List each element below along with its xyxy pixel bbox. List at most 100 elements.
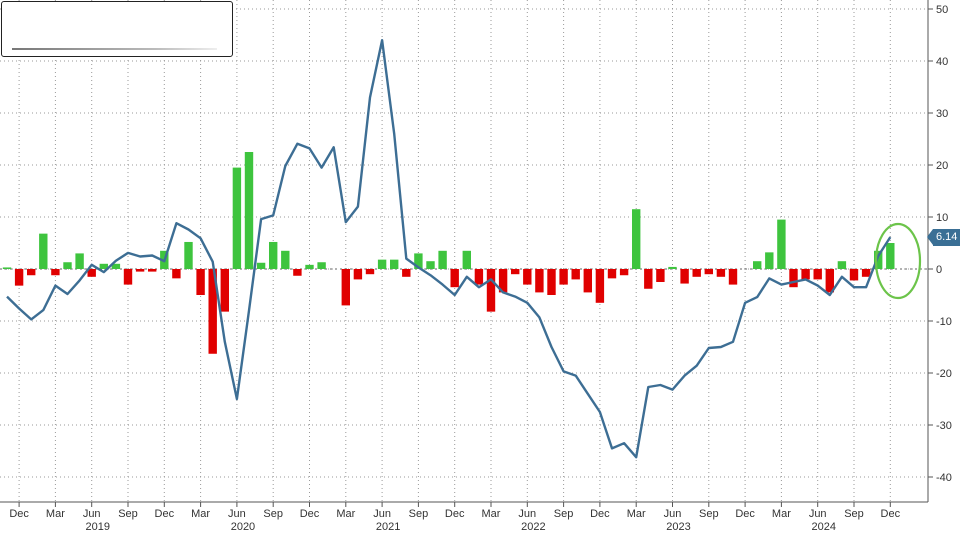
x-tick-label: Jun	[228, 508, 246, 520]
bar	[377, 259, 387, 269]
bar	[269, 241, 278, 269]
x-tick-label: Dec	[735, 508, 755, 520]
y-tick-label: 50	[936, 4, 948, 16]
bar-layer	[2, 152, 895, 354]
bar	[753, 261, 762, 269]
bar	[172, 269, 181, 279]
y-tick-label: -30	[936, 420, 952, 432]
bar	[2, 267, 12, 269]
bar	[256, 262, 266, 269]
bar	[571, 269, 580, 280]
bar	[305, 264, 314, 269]
x-tick-label: Jun	[83, 508, 101, 520]
bar	[87, 269, 96, 277]
x-tick-label: Sep	[263, 508, 283, 520]
x-tick-label: Sep	[554, 508, 574, 520]
bar	[232, 167, 242, 269]
bar	[63, 262, 72, 269]
bar	[716, 269, 726, 277]
x-tick-label: Dec	[9, 508, 29, 520]
y-tick-label: -40	[936, 472, 952, 484]
bar	[607, 269, 617, 279]
bar	[511, 269, 520, 275]
bar	[886, 243, 895, 269]
y-tick-label: 0	[936, 264, 942, 276]
y-tick-label: 40	[936, 56, 948, 68]
x-tick-label: Mar	[482, 508, 501, 520]
bar	[789, 269, 798, 288]
bar	[402, 269, 411, 277]
bar	[535, 269, 544, 293]
bar	[632, 209, 641, 269]
x-tick-label: Jun	[518, 508, 536, 520]
bar	[196, 269, 205, 295]
bar	[353, 269, 363, 280]
bar	[27, 269, 36, 276]
x-year-label: 2019	[86, 521, 110, 533]
bar	[777, 219, 786, 269]
bar	[837, 261, 847, 269]
bar	[281, 250, 290, 269]
bar	[365, 269, 375, 275]
bar	[462, 250, 471, 269]
bar	[474, 269, 484, 285]
bar	[99, 263, 108, 269]
bar	[559, 269, 568, 285]
bar	[680, 269, 689, 284]
bar	[595, 269, 605, 303]
bar	[111, 263, 121, 269]
bar	[644, 269, 653, 289]
bar	[220, 269, 229, 312]
x-tick-label: Dec	[590, 508, 610, 520]
x-year-label: 2022	[521, 521, 545, 533]
bar	[414, 253, 423, 269]
bar	[135, 269, 145, 272]
bar	[801, 269, 810, 280]
bar	[244, 152, 254, 269]
x-year-label: 2023	[666, 521, 690, 533]
bar	[668, 266, 677, 269]
x-tick-label: Mar	[46, 508, 65, 520]
bar	[704, 269, 713, 275]
y-tick-label: 20	[936, 160, 948, 172]
y-tick-label: -20	[936, 368, 952, 380]
x-tick-label: Dec	[881, 508, 901, 520]
bar	[341, 269, 350, 306]
bar	[656, 269, 665, 282]
x-tick-label: Sep	[118, 508, 138, 520]
bar	[692, 269, 701, 277]
bar	[123, 269, 133, 285]
bar	[849, 269, 859, 281]
legend-box	[1, 1, 233, 57]
bar	[583, 269, 592, 293]
bar	[426, 261, 435, 269]
x-tick-label: Mar	[627, 508, 646, 520]
bar	[39, 233, 48, 269]
x-tick-label: Mar	[772, 508, 791, 520]
bar	[438, 250, 447, 269]
bar	[75, 253, 84, 269]
x-tick-label: Sep	[409, 508, 429, 520]
x-year-label: 2020	[231, 521, 255, 533]
x-tick-label: Jun	[809, 508, 827, 520]
bar	[523, 269, 532, 285]
x-year-label: 2024	[812, 521, 836, 533]
bar	[51, 269, 60, 276]
x-tick-label: Jun	[664, 508, 682, 520]
x-year-label: 2021	[376, 521, 400, 533]
bar	[861, 269, 871, 277]
x-tick-label: Sep	[844, 508, 864, 520]
bar	[486, 269, 496, 312]
x-tick-label: Dec	[445, 508, 465, 520]
bar	[813, 269, 822, 280]
x-tick-label: Jun	[373, 508, 391, 520]
bar	[317, 262, 326, 269]
bar	[825, 269, 834, 293]
y-tick-label: 30	[936, 108, 948, 120]
bar	[728, 269, 738, 285]
bar	[208, 269, 217, 354]
bar	[619, 269, 629, 276]
